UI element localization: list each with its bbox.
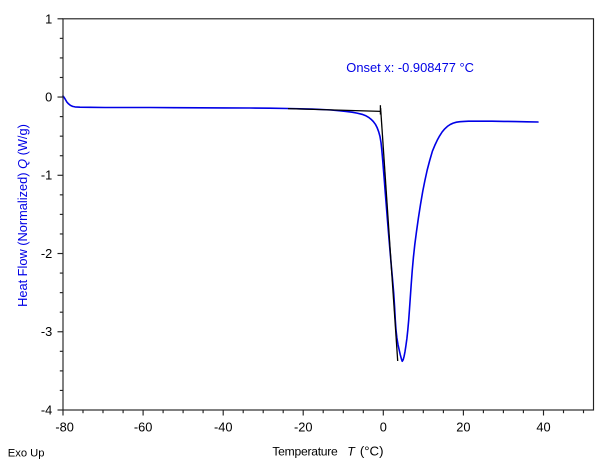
svg-text:-20: -20 [294,420,313,435]
svg-text:0: 0 [45,89,52,104]
svg-text:-60: -60 [134,420,153,435]
svg-text:1: 1 [45,11,52,26]
svg-text:20: 20 [456,420,470,435]
svg-text:Exo Up: Exo Up [8,448,45,460]
svg-text:Temperature: Temperature [272,444,338,458]
svg-text:-4: -4 [41,402,52,417]
svg-text:Heat Flow (Normalized) Q (W/g): Heat Flow (Normalized) Q (W/g) [15,124,30,307]
svg-text:0: 0 [380,420,387,435]
svg-text:40: 40 [536,420,550,435]
svg-text:T: T [347,444,356,458]
svg-text:-80: -80 [55,420,74,435]
svg-text:-2: -2 [41,246,52,261]
svg-text:-40: -40 [214,420,233,435]
svg-text:(°C): (°C) [360,443,384,458]
svg-text:Onset x: -0.908477 °C: Onset x: -0.908477 °C [346,60,474,75]
svg-text:-3: -3 [41,324,52,339]
svg-text:-1: -1 [41,168,52,183]
